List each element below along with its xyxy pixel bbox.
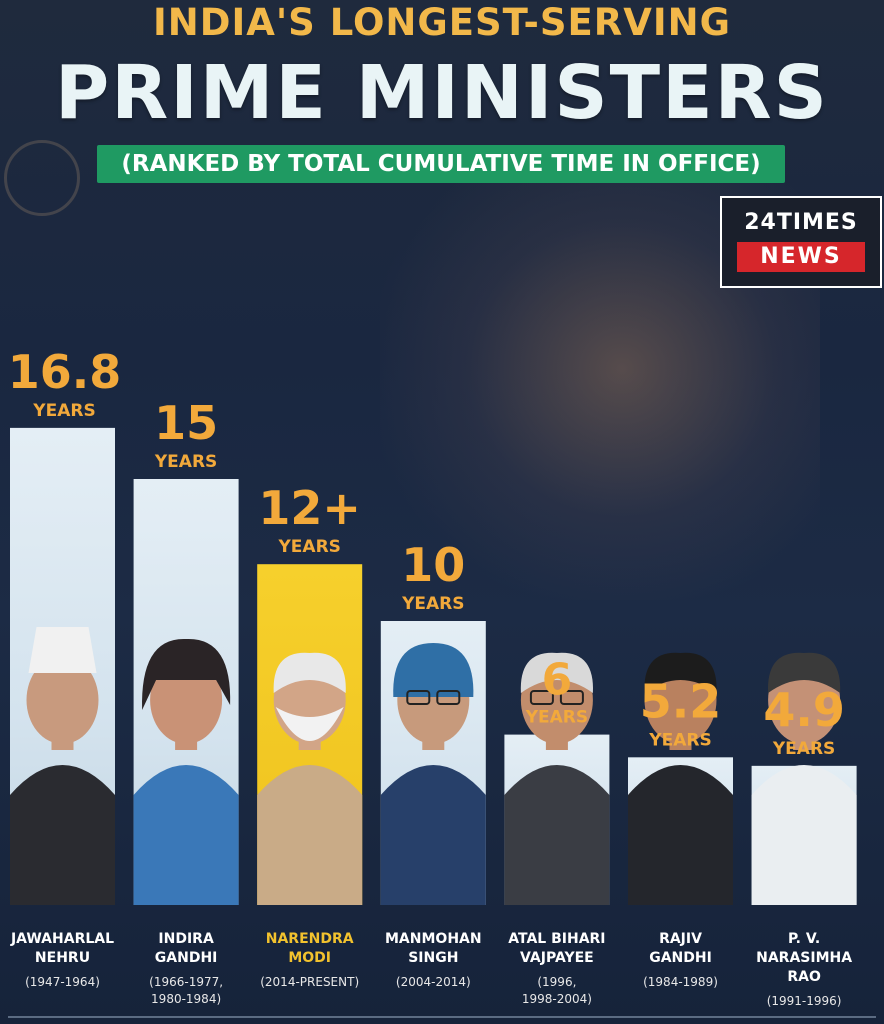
- brand-logo: 24TIMES NEWS: [720, 196, 882, 288]
- unit-label: YEARS: [277, 537, 340, 557]
- value-label: 4.9: [763, 683, 845, 737]
- pm-tenure: (1984-1989): [643, 975, 718, 989]
- pm-label: P. V. NARASIMHA RAO (1991-1996): [746, 930, 862, 1010]
- value-label: 10: [401, 538, 465, 592]
- baseline-divider: [8, 1016, 876, 1018]
- title-line-2: PRIME MINISTERS: [55, 50, 829, 136]
- pm-tenure: (2004-2014): [395, 975, 471, 989]
- brand-logo-bottom: NEWS: [737, 242, 865, 272]
- value-label: 15: [154, 396, 218, 450]
- pm-label: JAWAHARLAL NEHRU (1947-1964): [5, 930, 121, 991]
- pm-tenure: (1947-1964): [25, 975, 100, 989]
- pm-name: NARENDRA MODI: [265, 931, 354, 966]
- value-label: 16.8: [8, 345, 122, 399]
- pm-name: ATAL BIHARI VAJPAYEE: [508, 931, 606, 966]
- portrait-icon: [504, 652, 610, 905]
- pm-tenure: (1991-1996): [766, 994, 842, 1008]
- subtitle-banner: (RANKED BY TOTAL CUMULATIVE TIME IN OFFI…: [97, 145, 785, 183]
- pm-tenure: (2014-PRESENT): [260, 975, 360, 989]
- pm-label: MANMOHAN SINGH (2004-2014): [375, 930, 491, 991]
- pm-tenure: (1996, 1998-2004): [521, 975, 592, 1006]
- portrait-icon: [380, 643, 486, 905]
- portrait-icon: [133, 638, 239, 905]
- pm-tenure: (1966-1977, 1980-1984): [149, 975, 224, 1006]
- unit-label: YEARS: [401, 594, 464, 614]
- unit-label: YEARS: [772, 739, 835, 759]
- title-line-1: INDIA'S LONGEST-SERVING: [153, 1, 731, 44]
- pm-label: NARENDRA MODI (2014-PRESENT): [252, 930, 368, 991]
- value-label: 6: [542, 655, 573, 706]
- portrait-icon: [257, 652, 363, 905]
- unit-label: YEARS: [648, 730, 711, 750]
- pm-name: JAWAHARLAL NEHRU: [10, 931, 115, 966]
- pm-label: INDIRA GANDHI (1966-1977, 1980-1984): [128, 930, 244, 1008]
- pm-name: RAJIV GANDHI: [649, 931, 712, 966]
- unit-label: YEARS: [32, 401, 95, 421]
- portrait-icon: [628, 652, 733, 905]
- brand-logo-top: 24TIMES: [744, 210, 858, 235]
- pm-label: ATAL BIHARI VAJPAYEE (1996, 1998-2004): [499, 930, 615, 1008]
- portrait-icon: [10, 627, 115, 905]
- pm-label: RAJIV GANDHI (1984-1989): [623, 930, 739, 991]
- portrait-icon: [751, 652, 857, 905]
- ashoka-chakra-icon: [4, 140, 80, 216]
- pm-name: MANMOHAN SINGH: [385, 931, 482, 966]
- value-label: 12+: [258, 481, 361, 535]
- unit-label: YEARS: [154, 452, 217, 472]
- unit-label: YEARS: [525, 708, 588, 728]
- value-label: 5.2: [640, 674, 722, 728]
- pm-name: P. V. NARASIMHA RAO: [756, 931, 853, 985]
- pm-name: INDIRA GANDHI: [154, 931, 218, 966]
